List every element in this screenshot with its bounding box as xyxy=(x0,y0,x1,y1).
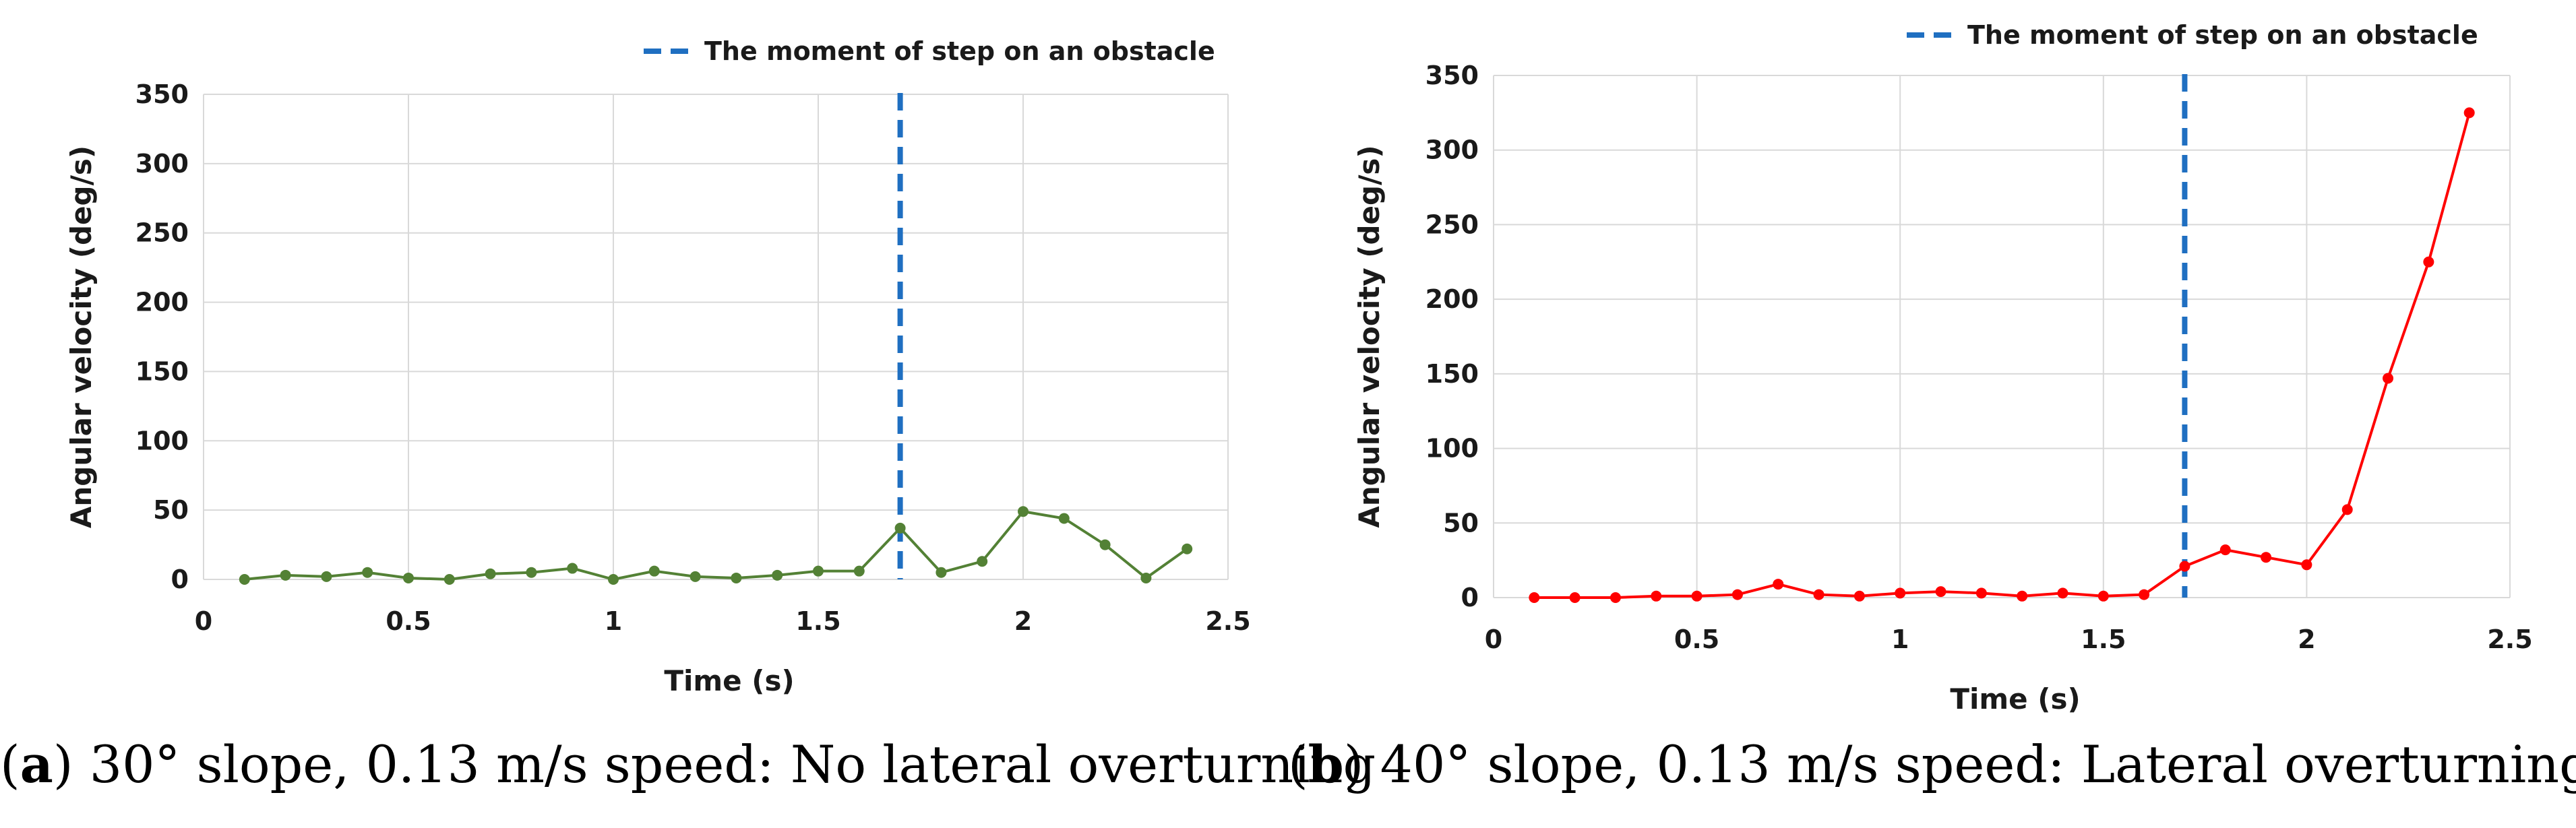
data-point xyxy=(1058,513,1070,524)
caption-b-text: 40° slope, 0.13 m/s speed: Lateral overt… xyxy=(1380,734,2576,794)
caption-b-label: b xyxy=(1308,734,1344,794)
chart-b: 0 50 100 150 200 250 300 350 0 0.5 1 1.5 2 2.5 Time (s… xyxy=(1353,20,2533,715)
gridlines xyxy=(1493,75,2511,598)
data-point xyxy=(321,571,332,582)
chart-panel-a: 0 50 100 150 200 250 300 350 0 0.5 1 1.5 2 2.5 Time (s… xyxy=(0,36,1376,794)
data-point xyxy=(853,565,865,577)
data-point xyxy=(2139,589,2150,600)
data-point xyxy=(1569,592,1581,603)
caption-a: (a) 30° slope, 0.13 m/s speed: No latera… xyxy=(0,734,1376,794)
y-tick-label: 250 xyxy=(1425,210,1479,239)
x-tick-label: 1 xyxy=(1891,625,1909,654)
data-point xyxy=(1895,587,1906,599)
data-point xyxy=(567,563,578,574)
data-point xyxy=(2057,587,2068,599)
data-point xyxy=(813,565,824,577)
data-point xyxy=(1140,572,1152,583)
data-point xyxy=(1853,590,1865,602)
data-point xyxy=(731,572,742,583)
y-tick-label: 300 xyxy=(135,149,189,179)
chart-panel-b: 0 50 100 150 200 250 300 350 0 0.5 1 1.5 2 2.5 Time (s… xyxy=(1288,0,2576,828)
x-tick-label: 1 xyxy=(605,606,622,636)
data-point xyxy=(1731,589,1743,600)
data-point xyxy=(1018,506,1029,517)
x-tick-label: 0.5 xyxy=(1674,625,1719,654)
y-axis-title: Angular velocity (deg/s) xyxy=(65,146,98,528)
x-tick-label: 2.5 xyxy=(2487,625,2532,654)
data-point xyxy=(1099,539,1111,550)
data-point xyxy=(2097,590,2109,602)
data-point xyxy=(2301,559,2312,571)
data-point xyxy=(1182,543,1193,554)
y-tick-label: 200 xyxy=(1425,284,1479,314)
data-point xyxy=(1773,579,1784,590)
data-point xyxy=(362,567,373,578)
data-point xyxy=(2341,504,2353,515)
y-tick-label: 300 xyxy=(1425,135,1479,165)
data-point xyxy=(2017,590,2028,602)
x-tick-label: 2.5 xyxy=(1205,606,1250,636)
y-tick-label: 50 xyxy=(1443,508,1479,538)
data-point xyxy=(772,569,783,581)
data-point xyxy=(1975,587,1987,599)
x-tick-label: 0 xyxy=(195,606,212,636)
data-point xyxy=(2383,373,2394,384)
y-tick-label: 200 xyxy=(135,288,189,317)
caption-a-text: 30° slope, 0.13 m/s speed: No lateral ov… xyxy=(89,734,1376,794)
series-line xyxy=(1534,112,2471,599)
data-point xyxy=(648,565,660,577)
data-point xyxy=(977,556,988,567)
y-tick-label: 350 xyxy=(1425,61,1479,90)
x-axis-title: Time (s) xyxy=(664,664,794,697)
y-tick-label: 100 xyxy=(135,426,189,455)
data-point xyxy=(2423,256,2434,267)
x-tick-label: 1.5 xyxy=(795,606,840,636)
series-line xyxy=(244,510,1188,581)
caption-a-label: a xyxy=(20,734,53,794)
data-point xyxy=(443,574,455,585)
data-point xyxy=(1609,592,1621,603)
data-point xyxy=(1935,586,1946,598)
data-point xyxy=(1529,592,1540,603)
y-tick-label: 150 xyxy=(1425,359,1479,389)
x-tick-label: 2 xyxy=(2298,625,2315,654)
legend-label: The moment of step on an obstacle xyxy=(1967,20,2478,50)
chart-a: 0 50 100 150 200 250 300 350 0 0.5 1 1.5 2 2.5 Time (s… xyxy=(65,36,1251,697)
data-point xyxy=(2463,107,2475,119)
caption-b: (b) 40° slope, 0.13 m/s speed: Lateral o… xyxy=(1288,734,2576,794)
y-tick-label: 350 xyxy=(135,79,189,109)
x-axis-title: Time (s) xyxy=(1950,682,2080,715)
data-point xyxy=(239,574,250,585)
x-tick-label: 1.5 xyxy=(2081,625,2126,654)
data-point xyxy=(936,567,947,578)
data-point xyxy=(1651,590,1662,602)
y-axis-title: Angular velocity (deg/s) xyxy=(1353,145,1386,528)
gridlines xyxy=(203,94,1229,580)
data-point xyxy=(894,522,906,534)
data-point xyxy=(280,569,291,581)
y-tick-label: 0 xyxy=(171,565,189,594)
data-point xyxy=(1691,590,1703,602)
data-point xyxy=(2261,552,2272,563)
data-point xyxy=(689,571,701,582)
data-point xyxy=(608,574,619,585)
data-point xyxy=(2179,561,2190,572)
data-point xyxy=(526,567,537,578)
x-tick-label: 0.5 xyxy=(386,606,431,636)
x-tick-label: 2 xyxy=(1014,606,1032,636)
x-tick-label: 0 xyxy=(1485,625,1502,654)
y-tick-label: 0 xyxy=(1461,583,1479,612)
data-point xyxy=(1813,589,1824,600)
data-point xyxy=(485,568,496,579)
data-point xyxy=(2219,544,2231,556)
y-tick-label: 150 xyxy=(135,356,189,386)
y-tick-label: 100 xyxy=(1425,434,1479,464)
y-tick-label: 250 xyxy=(135,218,189,248)
legend-label: The moment of step on an obstacle xyxy=(704,36,1215,66)
data-point xyxy=(403,572,414,583)
y-tick-label: 50 xyxy=(153,495,189,525)
